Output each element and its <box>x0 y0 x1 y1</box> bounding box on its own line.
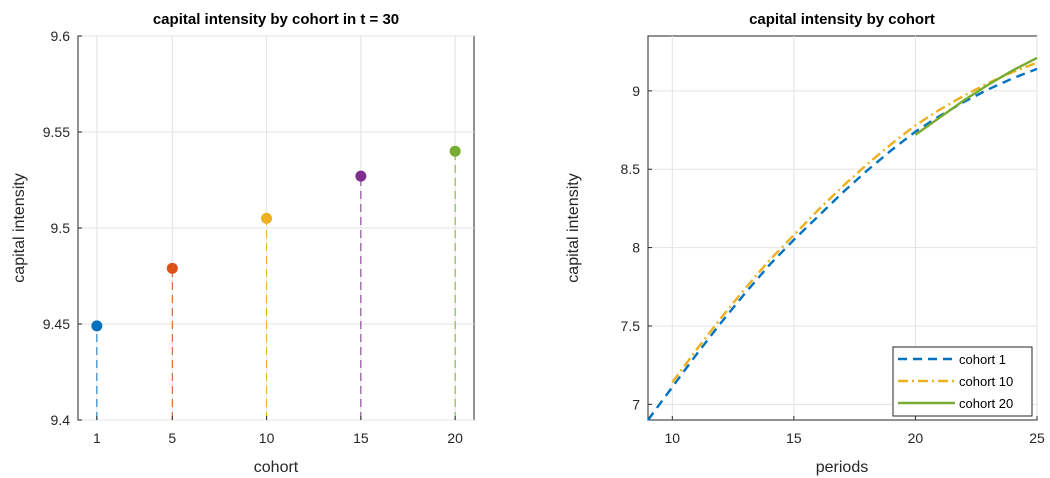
right-y-axis-label: capital intensity <box>565 173 582 282</box>
legend-label: cohort 20 <box>959 396 1013 411</box>
right-chart-title: capital intensity by cohort <box>749 11 935 28</box>
legend-label: cohort 10 <box>959 374 1013 389</box>
data-point <box>91 320 103 332</box>
left-y-tick-label: 9.5 <box>51 220 71 236</box>
left-chart-title: capital intensity by cohort in t = 30 <box>153 11 399 28</box>
left-x-axis-label: cohort <box>254 459 299 476</box>
left-x-tick-label: 10 <box>259 430 275 446</box>
left-x-tick-label: 5 <box>168 430 176 446</box>
left-points <box>91 145 461 332</box>
right-y-tick-label: 8 <box>632 240 640 256</box>
right-chart: 10 15 20 25 7 7.5 8 8.5 9 capital intensity by … <box>565 11 1045 476</box>
left-y-tick-label: 9.55 <box>43 124 70 140</box>
legend-items: cohort 1 cohort 10 cohort 20 <box>898 352 1013 411</box>
data-point <box>261 212 273 224</box>
series-line-2 <box>671 61 1038 384</box>
left-x-tick-label: 15 <box>353 430 369 446</box>
data-point <box>355 170 367 182</box>
right-y-tick-label: 7 <box>632 396 640 412</box>
left-x-tick-label: 20 <box>447 430 463 446</box>
right-grid <box>648 36 1038 420</box>
left-yticks: 9.4 9.45 9.5 9.55 9.6 <box>43 28 82 428</box>
right-lines <box>647 56 1038 421</box>
left-y-tick-label: 9.4 <box>51 412 71 428</box>
series-line-3 <box>914 56 1038 136</box>
right-x-tick-label: 10 <box>665 430 681 446</box>
right-x-tick-label: 15 <box>786 430 802 446</box>
left-y-tick-label: 9.45 <box>43 316 70 332</box>
legend: cohort 1 cohort 10 cohort 20 <box>892 346 1033 417</box>
right-xticks: 10 15 20 25 <box>665 416 1045 446</box>
right-yticks: 7 7.5 8 8.5 9 <box>621 83 652 412</box>
right-y-tick-label: 7.5 <box>621 318 641 334</box>
right-x-tick-label: 25 <box>1029 430 1045 446</box>
data-point <box>166 262 178 274</box>
left-xticks: 1 5 10 15 20 <box>93 416 463 446</box>
right-x-tick-label: 20 <box>908 430 924 446</box>
left-x-tick-label: 1 <box>93 430 101 446</box>
left-stems <box>96 151 456 420</box>
left-chart: 1 5 10 15 20 9.49.459.59.559.6 capital inten… <box>11 11 475 476</box>
right-y-tick-label: 9 <box>632 83 640 99</box>
right-x-axis-label: periods <box>816 459 868 476</box>
legend-label: cohort 1 <box>959 352 1006 367</box>
right-y-tick-label: 8.5 <box>621 161 641 177</box>
left-grid <box>78 35 474 421</box>
left-y-axis-label: capital intensity <box>11 173 28 282</box>
left-y-tick-label: 9.6 <box>51 28 71 44</box>
data-point <box>449 145 461 157</box>
series-line-1 <box>647 67 1038 421</box>
